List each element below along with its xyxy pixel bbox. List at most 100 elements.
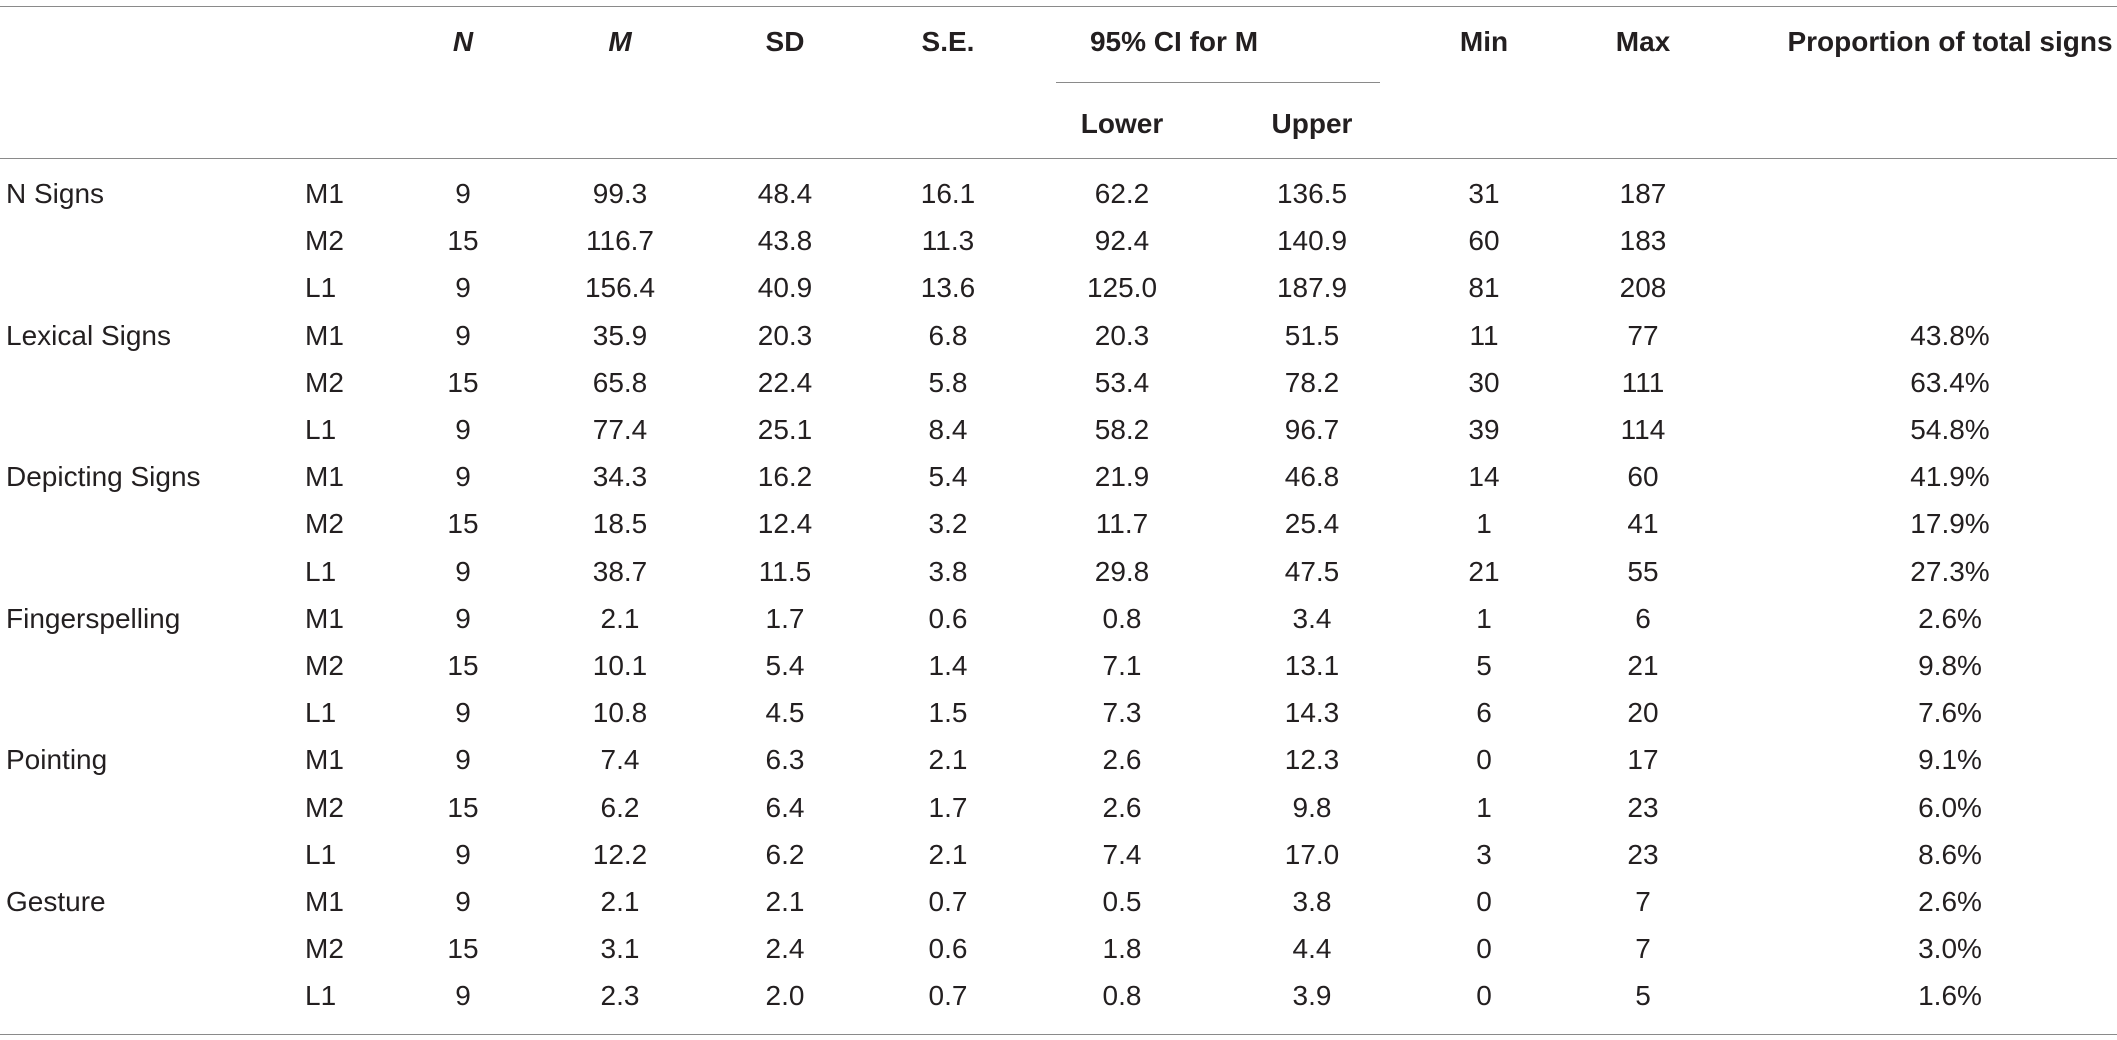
cell-min: 6 — [1476, 697, 1492, 728]
cell-group: L1 — [305, 272, 337, 303]
cell-group: M1 — [305, 461, 344, 492]
cell-m: 2.3 — [600, 980, 640, 1011]
cell-upper: 14.3 — [1284, 697, 1340, 728]
cell-max: 208 — [1619, 272, 1667, 303]
cell-se: 5.8 — [928, 367, 968, 398]
header-proportion: Proportion of total signs — [1787, 26, 2113, 57]
cell-max: 21 — [1627, 650, 1659, 681]
cell-min: 3 — [1476, 839, 1492, 870]
cell-lower: 53.4 — [1094, 367, 1150, 398]
ci-group-rule — [1056, 82, 1380, 83]
cell-m: 18.5 — [592, 508, 648, 539]
cell-m: 3.1 — [600, 933, 640, 964]
cell-max: 55 — [1627, 556, 1659, 587]
cell-upper: 136.5 — [1276, 178, 1348, 209]
cell-lower: 20.3 — [1094, 320, 1150, 351]
cell-min: 39 — [1468, 414, 1500, 445]
cell-n: 9 — [455, 697, 471, 728]
cell-upper: 51.5 — [1284, 320, 1340, 351]
cell-max: 23 — [1627, 839, 1659, 870]
cell-n: 9 — [455, 414, 471, 445]
cell-se: 13.6 — [920, 272, 976, 303]
cell-sd: 1.7 — [765, 603, 805, 634]
table-top-rule — [0, 6, 2117, 7]
cell-lower: 2.6 — [1102, 792, 1142, 823]
cell-upper: 12.3 — [1284, 744, 1340, 775]
cell-upper: 9.8 — [1292, 792, 1332, 823]
cell-prop: 2.6% — [1918, 603, 1982, 634]
header-se: S.E. — [921, 26, 975, 57]
cell-sd: 20.3 — [757, 320, 813, 351]
cell-lower: 1.8 — [1102, 933, 1142, 964]
cell-prop: 9.1% — [1918, 744, 1982, 775]
cell-min: 21 — [1468, 556, 1500, 587]
cell-n: 9 — [455, 461, 471, 492]
cell-min: 0 — [1476, 886, 1492, 917]
cell-n: 9 — [455, 178, 471, 209]
cell-lower: 62.2 — [1094, 178, 1150, 209]
header-bottom-rule — [0, 158, 2117, 159]
cell-max: 60 — [1627, 461, 1659, 492]
cell-cat: Lexical Signs — [6, 320, 171, 351]
cell-lower: 2.6 — [1102, 744, 1142, 775]
cell-m: 2.1 — [600, 886, 640, 917]
cell-upper: 47.5 — [1284, 556, 1340, 587]
cell-n: 9 — [455, 272, 471, 303]
cell-n: 15 — [447, 933, 479, 964]
cell-upper: 140.9 — [1276, 225, 1348, 256]
cell-group: L1 — [305, 980, 337, 1011]
cell-m: 2.1 — [600, 603, 640, 634]
cell-group: M1 — [305, 178, 344, 209]
cell-se: 1.7 — [928, 792, 968, 823]
cell-prop: 1.6% — [1918, 980, 1982, 1011]
cell-lower: 7.1 — [1102, 650, 1142, 681]
cell-lower: 92.4 — [1094, 225, 1150, 256]
cell-m: 156.4 — [584, 272, 656, 303]
header-ci-lower: Lower — [1080, 108, 1164, 139]
cell-upper: 3.8 — [1292, 886, 1332, 917]
cell-max: 41 — [1627, 508, 1659, 539]
cell-n: 9 — [455, 556, 471, 587]
cell-prop: 43.8% — [1910, 320, 1990, 351]
cell-prop: 9.8% — [1918, 650, 1982, 681]
cell-sd: 2.1 — [765, 886, 805, 917]
cell-sd: 2.0 — [765, 980, 805, 1011]
cell-se: 11.3 — [921, 225, 975, 256]
cell-max: 114 — [1620, 414, 1666, 445]
cell-group: L1 — [305, 414, 337, 445]
cell-lower: 58.2 — [1094, 414, 1150, 445]
cell-upper: 17.0 — [1284, 839, 1340, 870]
cell-group: M2 — [305, 508, 344, 539]
cell-max: 183 — [1619, 225, 1667, 256]
cell-max: 5 — [1635, 980, 1651, 1011]
cell-n: 15 — [447, 225, 479, 256]
cell-prop: 41.9% — [1910, 461, 1990, 492]
cell-group: M2 — [305, 650, 344, 681]
cell-m: 10.1 — [592, 650, 648, 681]
header-sd: SD — [765, 26, 805, 57]
cell-upper: 187.9 — [1276, 272, 1348, 303]
cell-lower: 0.8 — [1102, 980, 1142, 1011]
cell-max: 7 — [1635, 886, 1651, 917]
cell-sd: 6.2 — [765, 839, 805, 870]
cell-n: 9 — [455, 603, 471, 634]
cell-min: 11 — [1469, 320, 1499, 351]
header-mean: M — [608, 26, 632, 57]
cell-n: 9 — [455, 320, 471, 351]
cell-n: 15 — [447, 650, 479, 681]
cell-m: 12.2 — [592, 839, 648, 870]
cell-n: 15 — [447, 792, 479, 823]
cell-se: 3.2 — [928, 508, 968, 539]
cell-group: M2 — [305, 367, 344, 398]
cell-upper: 78.2 — [1284, 367, 1340, 398]
cell-group: M1 — [305, 320, 344, 351]
cell-sd: 5.4 — [765, 650, 805, 681]
cell-upper: 3.9 — [1292, 980, 1332, 1011]
cell-sd: 6.3 — [765, 744, 805, 775]
cell-upper: 96.7 — [1284, 414, 1340, 445]
cell-prop: 2.6% — [1918, 886, 1982, 917]
cell-cat: Pointing — [6, 744, 108, 775]
cell-cat: Depicting Signs — [6, 461, 201, 492]
cell-prop: 8.6% — [1918, 839, 1982, 870]
